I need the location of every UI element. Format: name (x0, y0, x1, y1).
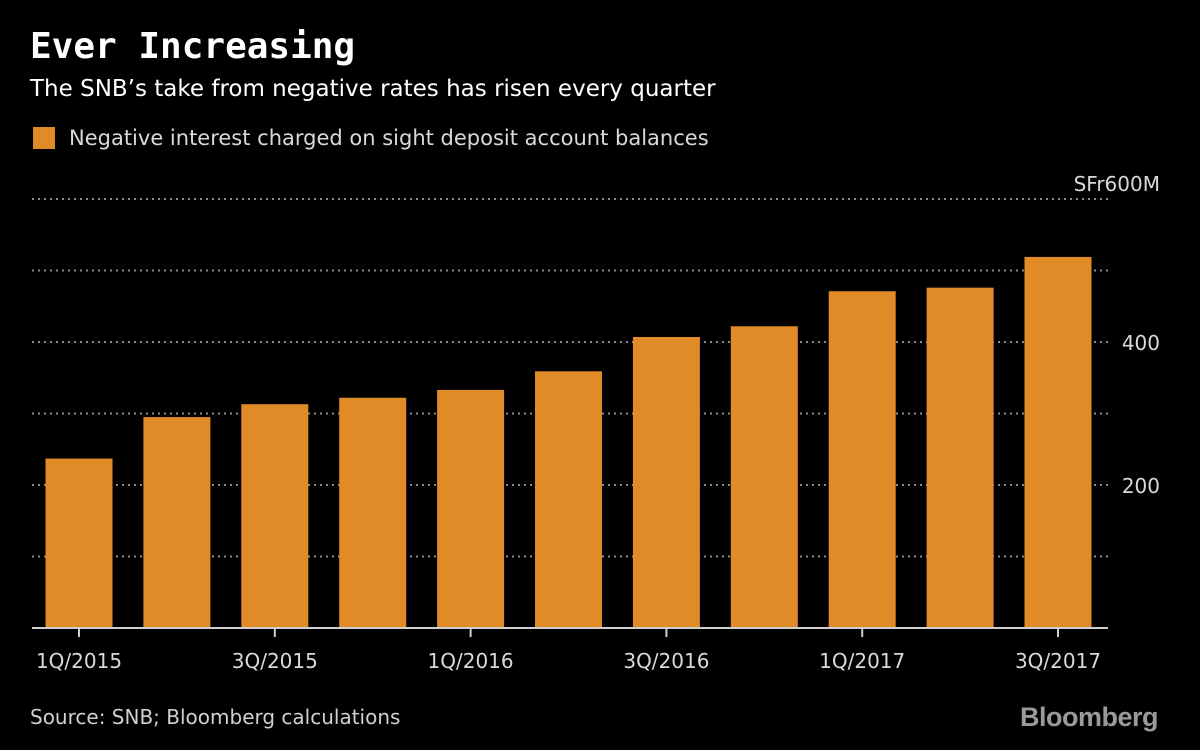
x-tick-label: 1Q/2015 (36, 649, 122, 673)
bar (730, 326, 798, 628)
bar (828, 291, 896, 628)
bar (437, 389, 505, 628)
x-tick-label: 3Q/2015 (232, 649, 318, 673)
chart-subtitle: The SNB’s take from negative rates has r… (30, 76, 716, 102)
legend-label: Negative interest charged on sight depos… (69, 126, 709, 150)
legend-swatch (33, 127, 55, 149)
bar (241, 404, 309, 628)
y-tick-label: 400 (1122, 331, 1160, 355)
bar (143, 417, 211, 628)
bar (926, 287, 994, 628)
x-tick-label: 1Q/2016 (428, 649, 514, 673)
x-tick-label: 3Q/2017 (1015, 649, 1101, 673)
bar (45, 458, 113, 628)
x-tick-label: 3Q/2016 (623, 649, 709, 673)
y-tick-label: 200 (1122, 474, 1160, 498)
bar (339, 397, 407, 628)
bar (1024, 256, 1092, 628)
bar (632, 336, 700, 628)
chart-title: Ever Increasing (30, 26, 356, 67)
x-tick-label: 1Q/2017 (819, 649, 905, 673)
y-tick-label: SFr600M (1074, 172, 1160, 196)
bar (535, 371, 602, 628)
legend: Negative interest charged on sight depos… (33, 126, 709, 150)
bloomberg-logo: Bloomberg (1019, 702, 1159, 732)
source-note: Source: SNB; Bloomberg calculations (30, 705, 401, 729)
